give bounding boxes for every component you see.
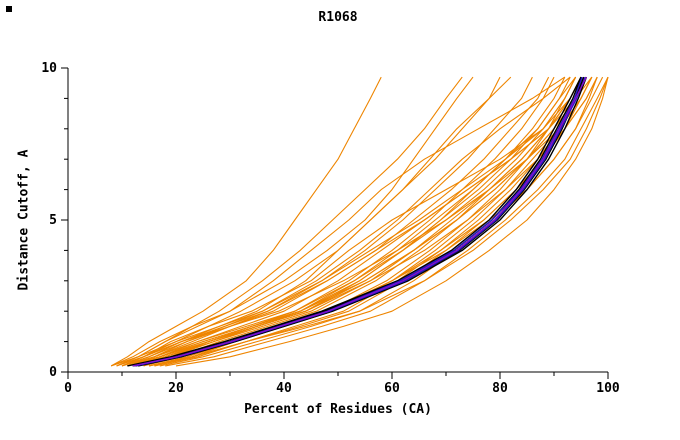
x-tick-label: 40 xyxy=(276,381,292,396)
series-line-orange xyxy=(127,76,577,367)
x-axis-label: Percent of Residues (CA) xyxy=(244,402,432,417)
series-line-orange xyxy=(127,76,571,367)
series-line-orange xyxy=(121,76,577,367)
series-line-orange xyxy=(110,76,474,367)
series-line-orange xyxy=(110,76,382,367)
chart-title: R1068 xyxy=(318,10,358,25)
series-line-black xyxy=(138,76,588,367)
series-line-orange xyxy=(175,76,609,367)
x-tick-label: 80 xyxy=(492,381,508,396)
y-tick-label: 10 xyxy=(41,61,57,76)
highlight-purple-group xyxy=(132,76,587,367)
series-line-orange xyxy=(127,76,533,367)
series-line-orange xyxy=(165,76,609,367)
series-line-black xyxy=(127,76,582,367)
x-tick-label: 60 xyxy=(384,381,400,396)
predictions-orange-group xyxy=(110,76,609,367)
series-line-orange xyxy=(138,76,604,367)
series-line-orange xyxy=(121,76,512,367)
x-tick-label: 100 xyxy=(596,381,620,396)
series-line-purple xyxy=(132,76,587,367)
series-line-orange xyxy=(159,76,598,367)
series-line-orange xyxy=(143,76,582,367)
x-tick-label: 20 xyxy=(168,381,184,396)
x-tick-label: 0 xyxy=(64,381,72,396)
series-line-orange xyxy=(116,76,566,367)
y-tick-label: 5 xyxy=(49,213,57,228)
y-tick-label: 0 xyxy=(49,365,57,380)
corner-artifact xyxy=(6,6,12,12)
series-line-orange xyxy=(121,76,577,367)
